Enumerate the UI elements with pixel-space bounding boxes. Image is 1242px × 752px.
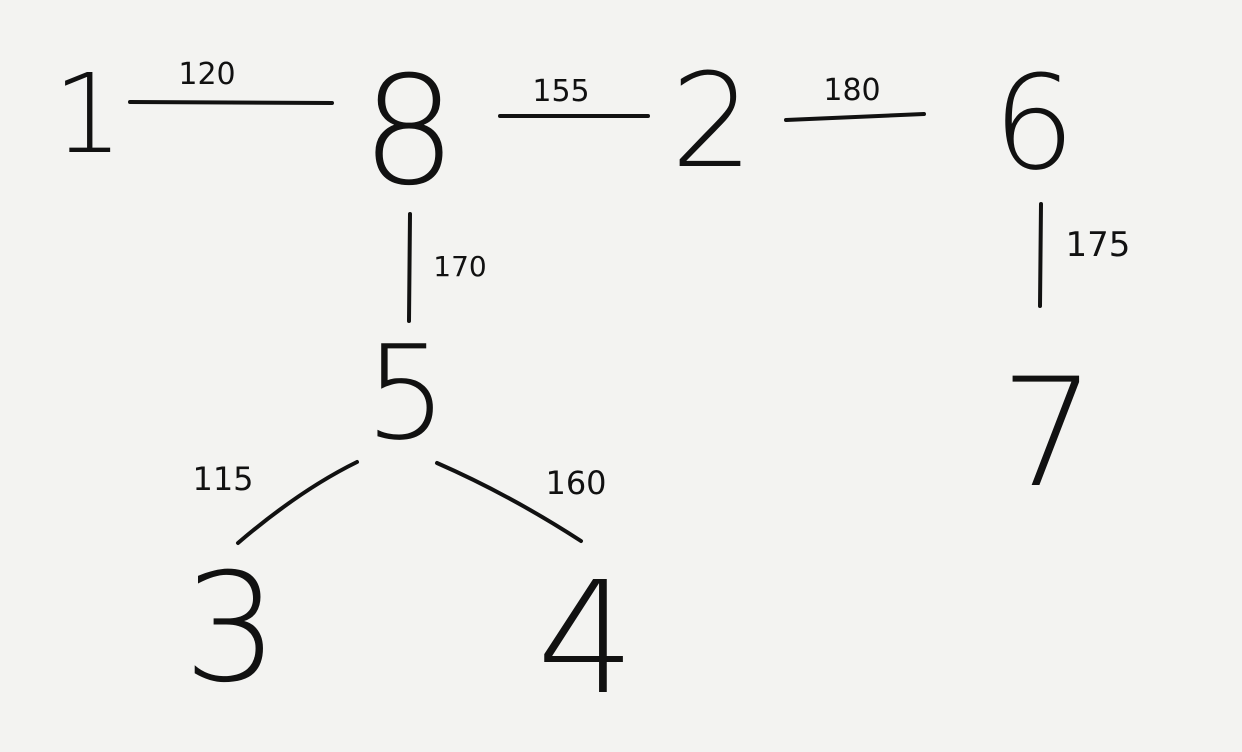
edge-5-4 bbox=[435, 461, 583, 543]
node-4: 4 bbox=[537, 548, 636, 729]
edge-weight-5-4: 160 bbox=[545, 464, 606, 502]
node-5: 5 bbox=[365, 317, 448, 469]
edge-weight-2-6: 180 bbox=[823, 73, 880, 108]
edge-weight-1-8: 120 bbox=[178, 57, 235, 92]
node-6: 6 bbox=[993, 47, 1076, 199]
edge-6-7 bbox=[1038, 202, 1043, 308]
edge-weight-5-3: 115 bbox=[192, 460, 253, 498]
node-7: 7 bbox=[1000, 347, 1095, 521]
edge-weight-8-2: 155 bbox=[532, 74, 589, 109]
edge-2-6 bbox=[784, 112, 926, 122]
edge-weight-6-7: 175 bbox=[1066, 225, 1131, 265]
edge-5-3 bbox=[236, 460, 359, 545]
node-8: 8 bbox=[361, 45, 456, 219]
edge-8-5 bbox=[407, 212, 412, 323]
node-3: 3 bbox=[183, 542, 278, 716]
edge-weight-8-5: 170 bbox=[433, 250, 486, 283]
edge-1-8 bbox=[128, 100, 334, 105]
node-2: 2 bbox=[671, 45, 754, 197]
node-1: 1 bbox=[53, 50, 123, 178]
